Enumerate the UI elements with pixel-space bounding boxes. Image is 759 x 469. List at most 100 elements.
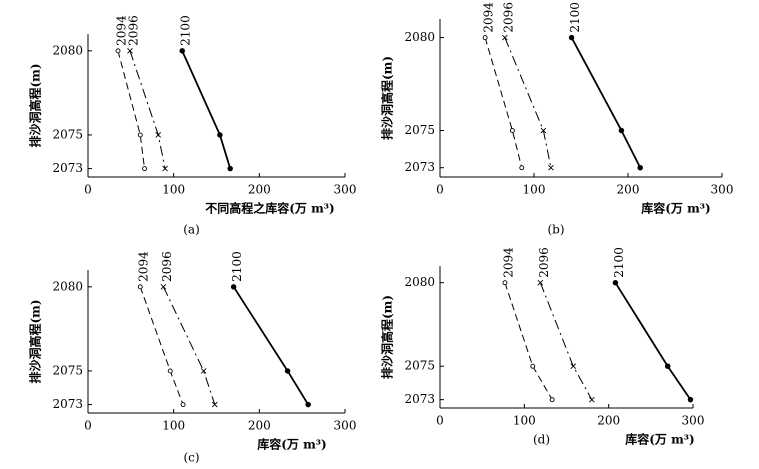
point [618,127,625,134]
point [227,165,233,172]
series-label: 2100 [612,247,626,278]
point [637,164,643,171]
x-tick-label: 300 [334,419,357,433]
series-line [570,37,642,169]
series-label: 2100 [230,251,244,282]
x-tick-label: 200 [597,414,620,428]
y-tick-label: 2073 [404,160,435,174]
point [664,363,671,369]
caption: (a) [183,223,200,237]
series-label: 2096 [160,251,174,282]
point [502,280,508,286]
point [687,396,694,403]
series-label: 2094 [482,2,496,33]
caption: (d) [533,433,550,447]
y-axis-label: 排沙洞高程(m) [28,63,43,147]
x-tick-label: 100 [162,419,185,433]
x-tick-label: 200 [617,183,640,197]
y-tick-label: 2075 [52,363,83,377]
x-tick-label: 0 [84,419,92,433]
x-tick-label: 300 [711,183,734,197]
point [137,132,143,138]
x-tick-label: 0 [436,183,444,197]
point [167,368,173,374]
x-tick-label: 0 [84,183,92,197]
x-tick-label: 0 [436,414,444,428]
point [217,132,223,138]
y-tick-label: 2075 [404,123,435,137]
point [211,401,218,408]
point [502,34,508,41]
series-label: 2096 [537,247,551,278]
point [142,166,147,172]
series-line [129,50,166,169]
y-axis-label: 排沙洞高程(m) [380,295,395,379]
point [230,284,237,290]
point [179,48,185,54]
series-label: 2096 [126,15,140,46]
x-axis-label: 库容(万 m³) [625,432,695,447]
point [570,363,577,370]
point [155,132,162,138]
y-tick-label: 2080 [52,279,83,293]
series-label: 2100 [179,15,193,46]
point [530,363,536,369]
point [127,48,133,54]
point [540,127,547,134]
point [200,368,207,374]
point [588,396,595,403]
point [160,284,167,290]
point [180,402,186,408]
point [549,397,555,403]
series-line [539,282,593,400]
series-line [181,50,232,169]
point [284,368,291,374]
series-label: 2094 [114,15,128,46]
x-tick-label: 100 [523,183,546,197]
point [305,401,311,408]
x-tick-label: 200 [248,419,271,433]
y-tick-label: 2075 [52,127,83,141]
y-tick-label: 2073 [52,161,83,175]
y-axis-label: 排沙洞高程(m) [28,299,43,383]
series-label: 2100 [568,2,582,33]
point [612,279,619,286]
y-tick-label: 2073 [404,392,435,406]
x-tick-label: 100 [162,183,185,197]
series-line [504,37,552,168]
y-tick-label: 2073 [52,397,83,411]
y-tick-label: 2080 [52,43,83,57]
point [548,164,554,171]
point [482,35,488,41]
x-axis-label: 库容(万 m³) [641,201,711,216]
x-axis-label: 库容(万 m³) [257,437,327,452]
point [568,34,575,41]
x-tick-label: 300 [682,414,705,428]
point [137,284,143,290]
x-tick-label: 100 [513,414,536,428]
y-axis-label: 排沙洞高程(m) [380,56,395,140]
series-label: 2094 [501,247,515,278]
point [115,48,121,54]
y-tick-label: 2080 [404,30,435,44]
series-line [162,286,216,405]
series-line [139,286,184,405]
series-label: 2094 [137,251,151,282]
caption: (b) [547,223,564,237]
y-tick-label: 2075 [404,359,435,373]
x-tick-label: 200 [248,183,271,197]
series-line [117,50,146,169]
x-tick-label: 300 [334,183,357,197]
point [519,165,525,171]
series-label: 2096 [501,2,515,33]
point [537,279,544,286]
series-line [232,286,309,406]
point [509,128,515,133]
caption: (c) [183,451,199,465]
series-line [614,282,692,401]
y-tick-label: 2080 [404,275,435,289]
series-line [484,37,523,168]
point [162,165,168,172]
series-line [504,282,553,400]
